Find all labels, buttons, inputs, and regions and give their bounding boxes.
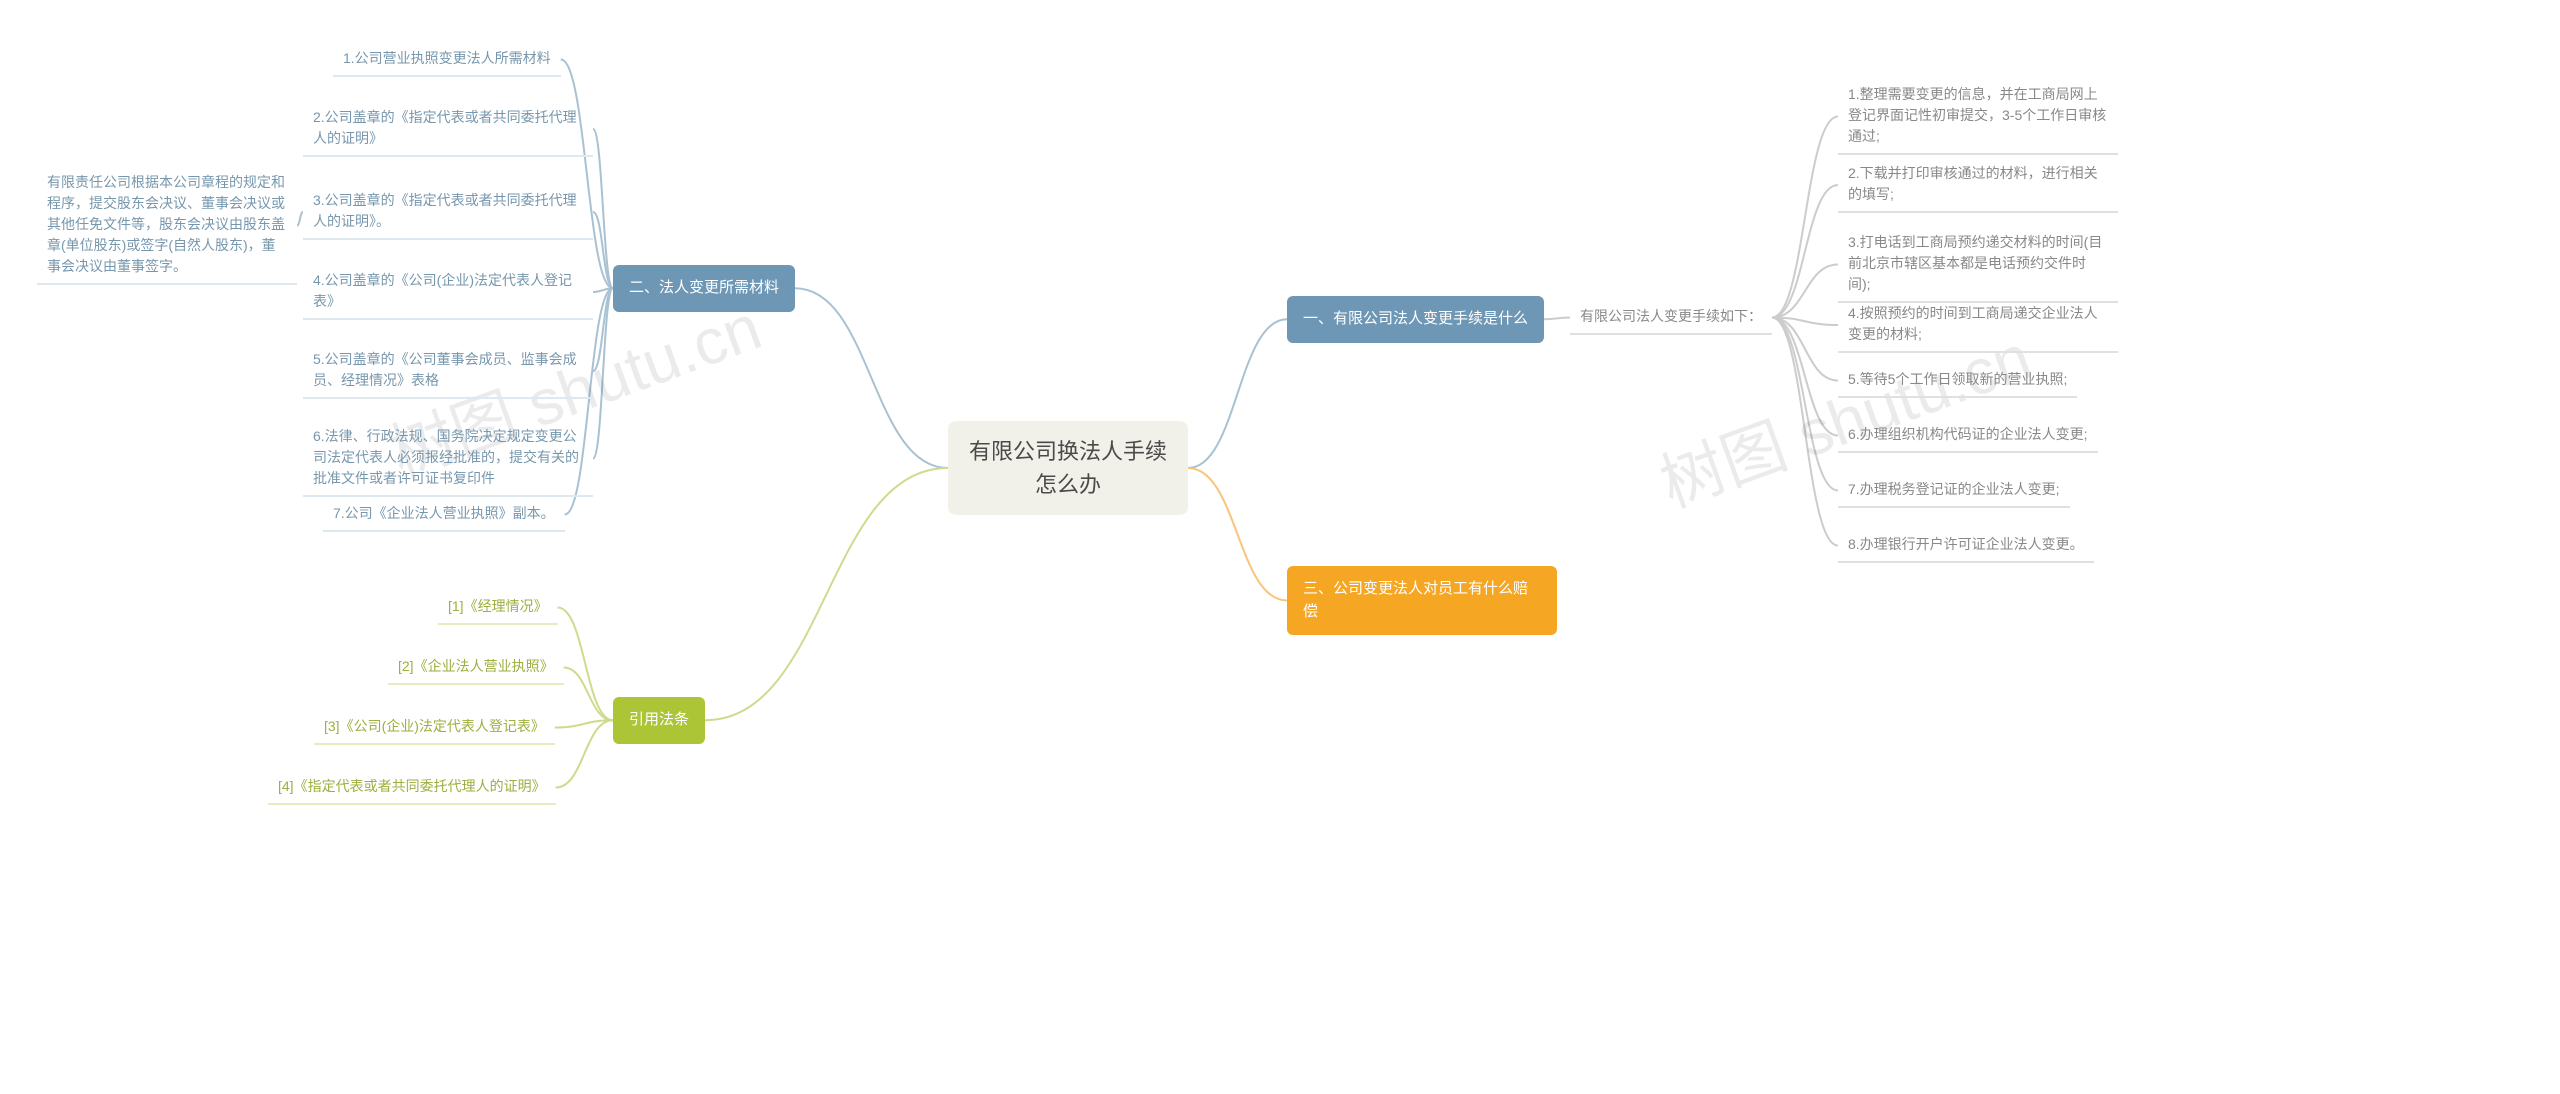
leaf-node[interactable]: 2.公司盖章的《指定代表或者共同委托代理人的证明》 bbox=[303, 101, 593, 157]
leaf-node[interactable]: 7.办理税务登记证的企业法人变更; bbox=[1838, 473, 2070, 508]
leaf-node[interactable]: 2.下载并打印审核通过的材料，进行相关的填写; bbox=[1838, 157, 2118, 213]
leaf-node[interactable]: [2]《企业法人营业执照》 bbox=[388, 650, 564, 685]
branch-node[interactable]: 一、有限公司法人变更手续是什么 bbox=[1287, 296, 1544, 343]
leaf-node[interactable]: [3]《公司(企业)法定代表人登记表》 bbox=[314, 710, 555, 745]
branch-node[interactable]: 引用法条 bbox=[613, 697, 705, 744]
leaf-node[interactable]: 1.公司营业执照变更法人所需材料 bbox=[333, 42, 561, 77]
leaf-node[interactable]: 有限责任公司根据本公司章程的规定和程序，提交股东会决议、董事会决议或其他任免文件… bbox=[37, 166, 297, 285]
leaf-node[interactable]: 5.公司盖章的《公司董事会成员、监事会成员、经理情况》表格 bbox=[303, 343, 593, 399]
leaf-node[interactable]: 5.等待5个工作日领取新的营业执照; bbox=[1838, 363, 2077, 398]
leaf-node[interactable]: 6.办理组织机构代码证的企业法人变更; bbox=[1838, 418, 2098, 453]
leaf-node[interactable]: 7.公司《企业法人营业执照》副本。 bbox=[323, 497, 565, 532]
leaf-node[interactable]: 4.公司盖章的《公司(企业)法定代表人登记表》 bbox=[303, 264, 593, 320]
branch-node[interactable]: 三、公司变更法人对员工有什么赔偿 bbox=[1287, 566, 1557, 635]
leaf-node[interactable]: 3.公司盖章的《指定代表或者共同委托代理人的证明》。 bbox=[303, 184, 593, 240]
leaf-node[interactable]: 有限公司法人变更手续如下： bbox=[1570, 300, 1772, 335]
leaf-node[interactable]: 8.办理银行开户许可证企业法人变更。 bbox=[1838, 528, 2094, 563]
leaf-node[interactable]: 6.法律、行政法规、国务院决定规定变更公司法定代表人必须报经批准的，提交有关的批… bbox=[303, 420, 593, 497]
leaf-node[interactable]: 1.整理需要变更的信息，并在工商局网上登记界面记性初审提交，3-5个工作日审核通… bbox=[1838, 78, 2118, 155]
leaf-node[interactable]: 4.按照预约的时间到工商局递交企业法人变更的材料; bbox=[1838, 297, 2118, 353]
leaf-node[interactable]: [1]《经理情况》 bbox=[438, 590, 558, 625]
branch-node[interactable]: 二、法人变更所需材料 bbox=[613, 265, 795, 312]
leaf-node[interactable]: [4]《指定代表或者共同委托代理人的证明》 bbox=[268, 770, 556, 805]
root-node[interactable]: 有限公司换法人手续怎么办 bbox=[948, 421, 1188, 515]
leaf-node[interactable]: 3.打电话到工商局预约递交材料的时间(目前北京市辖区基本都是电话预约交件时间); bbox=[1838, 226, 2118, 303]
